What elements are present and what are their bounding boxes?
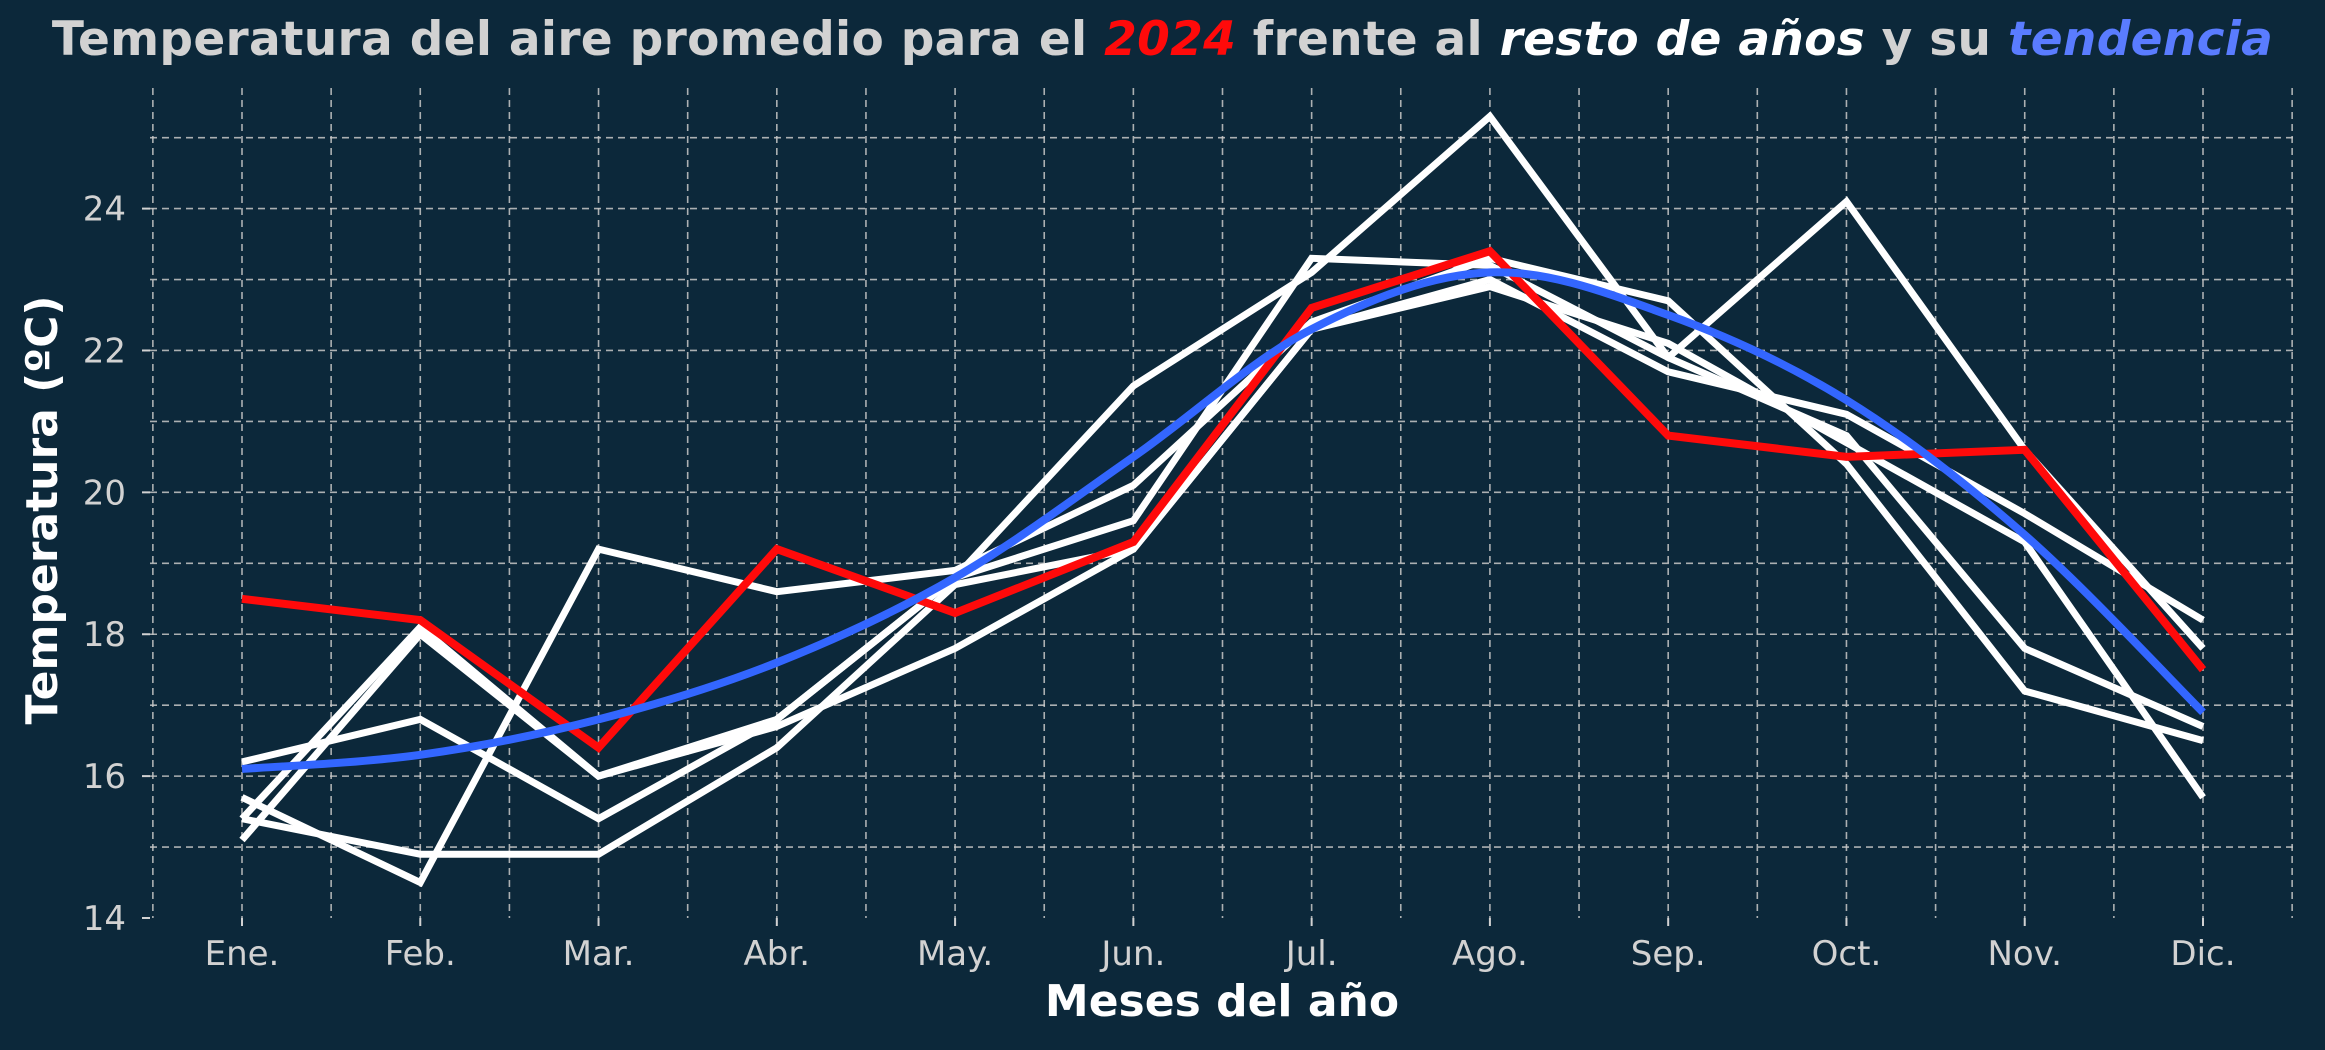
y-tick-label: 22 xyxy=(83,331,126,371)
title-part3: y su xyxy=(1865,12,2008,67)
title-highlight-trend: tendencia xyxy=(2007,12,2274,67)
series-layer xyxy=(239,111,2207,888)
grid-minor xyxy=(150,88,2298,918)
y-tick-label: 16 xyxy=(83,757,126,797)
x-tick-labels: Ene. Feb. Mar. Abr. May. Jun. Jul. Ago. Sep. Oct.… xyxy=(205,934,2236,974)
series-line-other-year xyxy=(241,111,2205,823)
y-tick-labels: 14 16 18 20 22 24 xyxy=(83,190,126,939)
y-tick-label: 24 xyxy=(83,190,126,230)
x-tick-label: Jun. xyxy=(1099,934,1165,974)
x-tick-label: Sep. xyxy=(1631,934,1706,974)
x-tick-label: Oct. xyxy=(1812,934,1882,974)
x-tick-label: Jul. xyxy=(1284,934,1338,974)
x-tick-label: Abr. xyxy=(744,934,811,974)
title-highlight-rest: resto de años xyxy=(1499,12,1866,67)
series-line-other-year xyxy=(240,254,2204,888)
x-tick-label: Dic. xyxy=(2170,934,2235,974)
x-tick-label: Ene. xyxy=(205,934,280,974)
x-tick-label: Nov. xyxy=(1987,934,2062,974)
y-tick-label: 14 xyxy=(83,899,126,939)
chart-title: Temperatura del aire promedio para el 20… xyxy=(0,12,2325,67)
y-axis-title: Temperatura (ºC) xyxy=(17,296,68,725)
series-line-trend xyxy=(241,268,2206,773)
title-part2: frente al xyxy=(1236,12,1500,67)
title-part1: Temperatura del aire promedio para el xyxy=(51,12,1105,67)
y-tick-label: 20 xyxy=(83,473,126,513)
x-tick-label: Mar. xyxy=(563,934,635,974)
title-highlight-2024: 2024 xyxy=(1104,12,1237,67)
x-tick-label: Feb. xyxy=(385,934,456,974)
axis-ticks xyxy=(142,207,2204,926)
x-tick-label: Ago. xyxy=(1452,934,1528,974)
x-axis-title: Meses del año xyxy=(1045,976,1399,1027)
x-tick-label: May. xyxy=(917,934,993,974)
y-tick-label: 18 xyxy=(83,615,126,655)
grid-major xyxy=(150,88,2298,918)
